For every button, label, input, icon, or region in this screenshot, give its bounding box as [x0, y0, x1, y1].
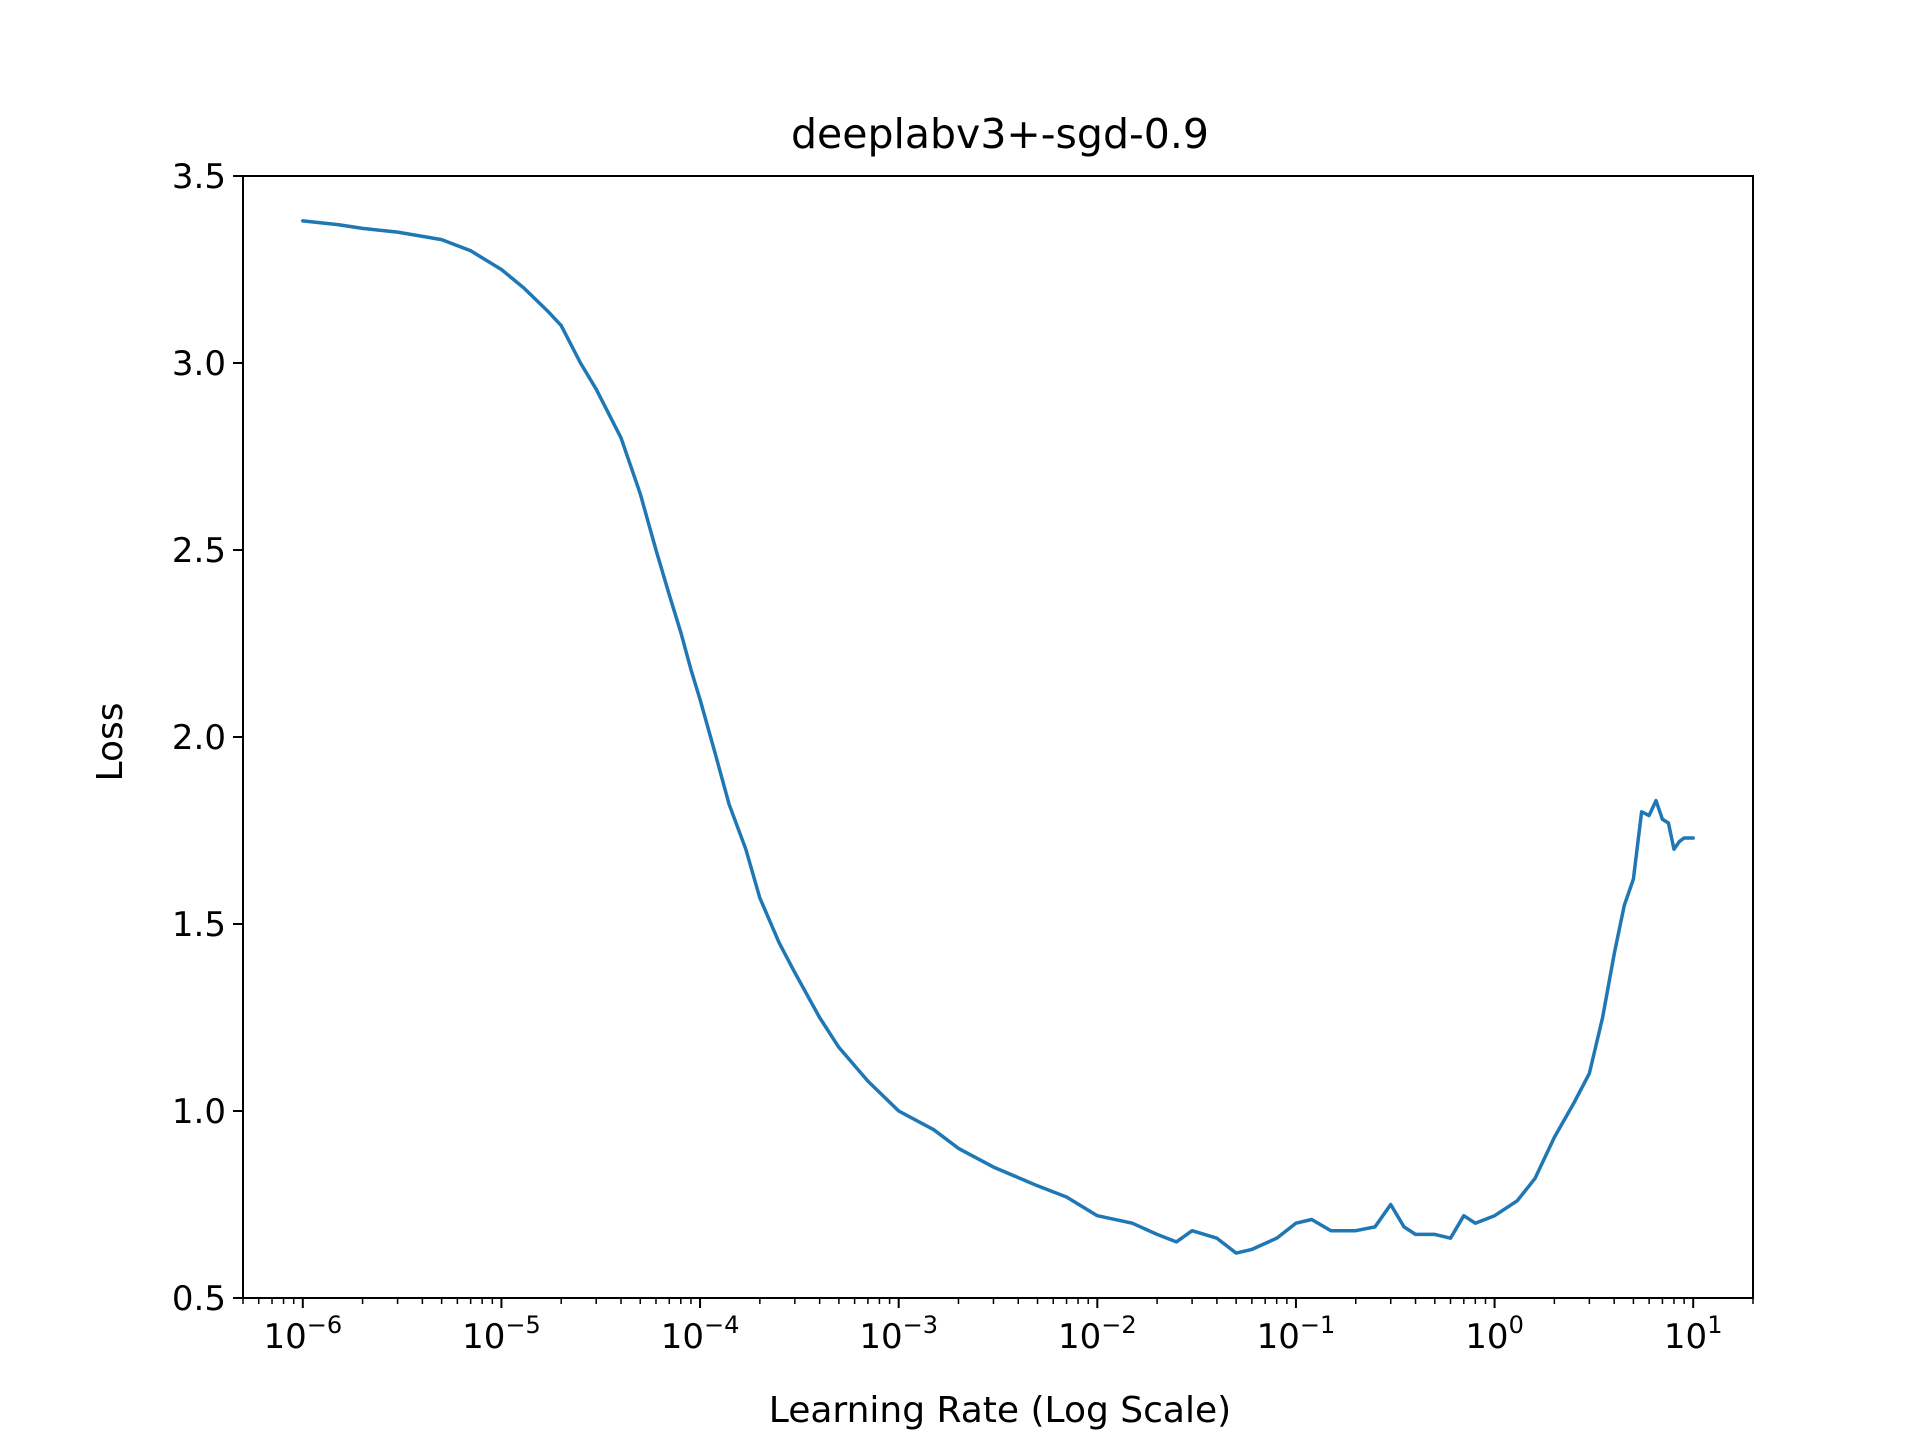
loss-curve: [301, 219, 1695, 1255]
x-tick-label: 10−2: [1058, 1311, 1137, 1357]
y-axis-label: Loss: [90, 703, 131, 782]
x-tick-label: 10−6: [263, 1311, 342, 1357]
plot-frame: [242, 175, 1754, 1299]
series-layer: [301, 219, 1695, 1255]
x-tick-label: 101: [1664, 1311, 1723, 1357]
x-tick-label: 10−1: [1257, 1311, 1336, 1357]
y-tick-label: 0.5: [172, 1279, 226, 1319]
x-tick-label: 100: [1465, 1311, 1524, 1357]
y-tick-label: 1.0: [172, 1092, 226, 1132]
x-axis-label: Learning Rate (Log Scale): [769, 1390, 1231, 1431]
x-tick-label: 10−3: [859, 1311, 938, 1357]
y-tick-label: 1.5: [172, 905, 226, 945]
x-tick-label: 10−5: [462, 1311, 541, 1357]
x-tick-label: 10−4: [661, 1311, 740, 1357]
y-tick-label: 3.5: [172, 157, 226, 197]
y-tick-label: 2.5: [172, 531, 226, 571]
y-tick-label: 2.0: [172, 718, 226, 758]
axis-ticks: 10−6 10−5 10−4 10−3 10−2 10−1 100 101 0.5 1.0 1.5 2…: [172, 157, 1754, 1357]
y-tick-label: 3.0: [172, 344, 226, 384]
chart-title: deeplabv3+-sgd-0.9: [791, 110, 1209, 158]
